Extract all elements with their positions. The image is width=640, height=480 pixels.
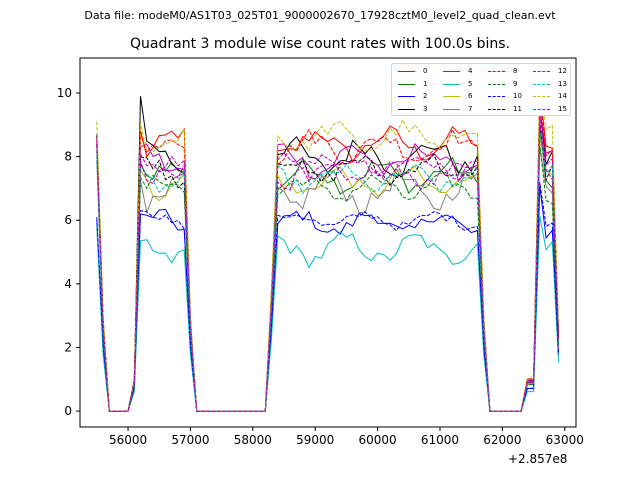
series-line-15 bbox=[96, 124, 559, 412]
legend-line-15 bbox=[533, 108, 550, 110]
legend-line-9 bbox=[488, 83, 505, 85]
legend-label-15: 15 bbox=[558, 104, 567, 113]
legend-label-7: 7 bbox=[468, 104, 473, 113]
legend-label-10: 10 bbox=[513, 92, 522, 100]
series-line-9 bbox=[96, 143, 559, 412]
x-tick-label: 56000 bbox=[109, 433, 147, 447]
legend-line-12 bbox=[533, 71, 550, 72]
legend-label-4: 4 bbox=[468, 67, 473, 75]
legend-label-1: 1 bbox=[423, 79, 428, 88]
series-line-5 bbox=[96, 216, 559, 412]
legend-label-6: 6 bbox=[468, 92, 473, 100]
y-tick-label: 6 bbox=[64, 213, 72, 227]
series-line-14 bbox=[96, 82, 559, 412]
legend-line-6 bbox=[443, 96, 460, 97]
legend-label-3: 3 bbox=[423, 104, 428, 113]
x-axis-offset-label: +2.857e8 bbox=[508, 452, 568, 466]
legend-line-14 bbox=[533, 96, 550, 97]
series-line-0 bbox=[96, 90, 559, 412]
legend-label-5: 5 bbox=[468, 79, 473, 88]
figure-suptitle: Data file: modeM0/AS1T03_025T01_90000026… bbox=[84, 9, 556, 22]
x-tick-label: 61000 bbox=[421, 433, 459, 447]
legend-label-11: 11 bbox=[513, 104, 522, 113]
series-line-12 bbox=[96, 117, 559, 412]
x-tick-label: 60000 bbox=[359, 433, 397, 447]
legend-line-4 bbox=[443, 71, 460, 72]
legend-line-0 bbox=[398, 71, 415, 72]
legend-line-10 bbox=[488, 96, 505, 97]
legend-label-14: 14 bbox=[558, 92, 567, 100]
legend-label-0: 0 bbox=[423, 67, 428, 75]
legend-line-13 bbox=[533, 83, 550, 85]
y-tick-label: 10 bbox=[57, 86, 72, 100]
legend-line-2 bbox=[398, 96, 415, 97]
legend-label-9: 9 bbox=[513, 79, 518, 88]
x-tick-label: 62000 bbox=[483, 433, 521, 447]
x-tick-label: 58000 bbox=[234, 433, 272, 447]
legend-label-12: 12 bbox=[558, 67, 567, 75]
legend-line-7 bbox=[443, 108, 460, 110]
legend-label-13: 13 bbox=[558, 79, 567, 88]
series-line-1 bbox=[96, 128, 559, 412]
chart-legend: 0 1 2 3 4 5 6 7 8 9 10 11 12 13 14 15 bbox=[391, 63, 571, 116]
y-tick-label: 0 bbox=[64, 404, 72, 418]
legend-line-8 bbox=[488, 71, 505, 72]
legend-line-11 bbox=[488, 108, 505, 110]
legend-line-3 bbox=[398, 108, 415, 110]
legend-line-1 bbox=[398, 83, 415, 85]
series-line-7 bbox=[96, 147, 559, 412]
series-line-13 bbox=[96, 132, 559, 412]
series-line-4 bbox=[96, 109, 559, 412]
y-tick-label: 2 bbox=[64, 340, 72, 354]
y-tick-label: 8 bbox=[64, 150, 72, 164]
y-tick-label: 4 bbox=[64, 277, 72, 291]
legend-label-8: 8 bbox=[513, 67, 518, 75]
legend-line-5 bbox=[443, 83, 460, 85]
series-line-2 bbox=[96, 185, 559, 412]
x-tick-label: 59000 bbox=[296, 433, 334, 447]
legend-label-2: 2 bbox=[423, 92, 428, 100]
x-tick-label: 63000 bbox=[546, 433, 584, 447]
plot-frame bbox=[79, 57, 577, 428]
series-line-10 bbox=[96, 182, 559, 412]
chart-title: Quadrant 3 module wise count rates with … bbox=[130, 36, 510, 52]
x-tick-label: 57000 bbox=[171, 433, 209, 447]
